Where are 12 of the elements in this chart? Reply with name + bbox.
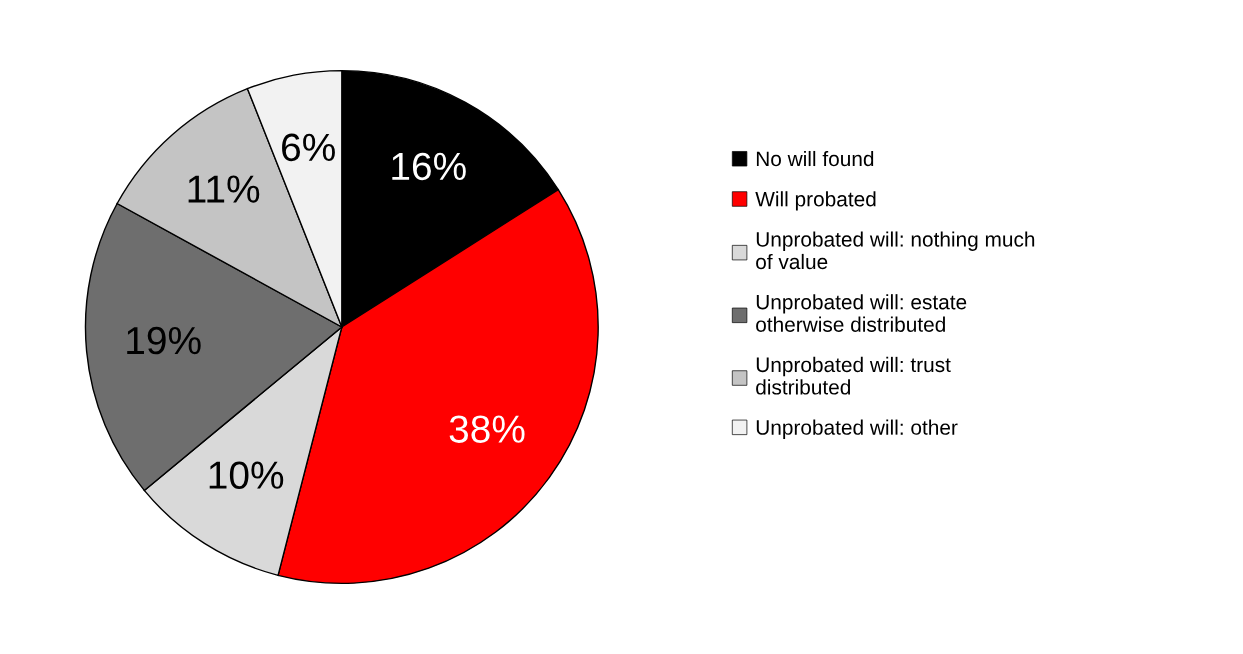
data-label: 38% bbox=[449, 415, 525, 443]
legend-label: Unprobated will: nothing much of value bbox=[756, 231, 1035, 270]
data-label: 19% bbox=[127, 326, 201, 355]
data-label: 16% bbox=[392, 152, 466, 181]
data-label: 10% bbox=[209, 461, 284, 489]
legend-label: Unprobated will: other bbox=[756, 419, 958, 439]
data-label: 6% bbox=[282, 133, 335, 162]
legend-label: Unprobated will: trust distributed bbox=[756, 356, 951, 395]
legend-label: Will probated bbox=[755, 191, 876, 211]
data-label: 11% bbox=[188, 175, 260, 203]
legend-label: No will found bbox=[756, 150, 874, 167]
legend-label: Unprobated will: estate otherwise distributed bbox=[756, 294, 967, 332]
